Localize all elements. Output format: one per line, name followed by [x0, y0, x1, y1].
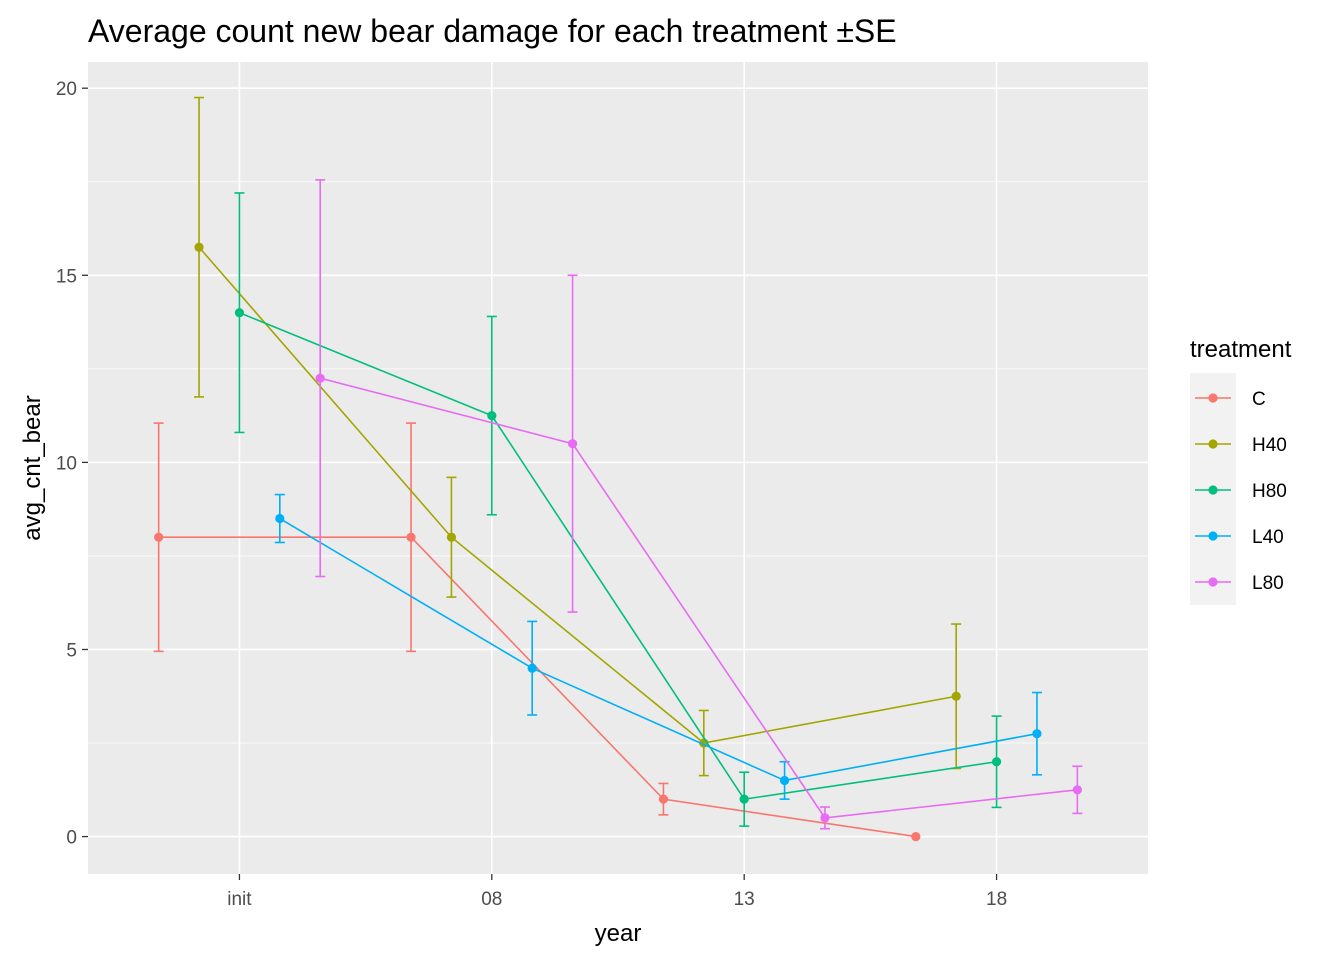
data-point-l40 — [779, 775, 790, 786]
legend-label: H80 — [1252, 481, 1287, 502]
y-axis-title: avg_cnt_bear — [19, 395, 46, 540]
data-point-c — [911, 831, 921, 842]
y-tick-label: 20 — [56, 79, 77, 100]
data-point-h40 — [951, 691, 961, 701]
series-line-l40 — [279, 517, 1038, 782]
legend-item-l80: L80 — [1195, 573, 1284, 594]
data-point-c — [658, 794, 669, 804]
x-tick-label: 13 — [734, 889, 755, 910]
legend-item-l40: L40 — [1195, 527, 1284, 548]
legend-key-point — [1208, 577, 1218, 587]
x-tick-label: 18 — [986, 889, 1007, 910]
x-tick-label: 08 — [481, 889, 502, 910]
legend-item-h80: H80 — [1195, 481, 1287, 502]
series-l80 — [315, 179, 1083, 830]
y-axis: 0 5 10 15 20 — [56, 79, 88, 849]
data-point-h80 — [487, 411, 497, 421]
data-point-c — [154, 532, 164, 542]
series-line-c — [158, 536, 916, 838]
data-point-l80 — [820, 813, 830, 823]
grid-minor — [88, 181, 1148, 744]
legend-title: treatment — [1190, 336, 1292, 363]
data-point-l40 — [527, 663, 537, 673]
data-point-h40 — [194, 242, 204, 252]
series-h80 — [234, 192, 1002, 827]
data-point-h80 — [739, 794, 749, 804]
legend-label: L40 — [1252, 527, 1284, 548]
legend-label: H40 — [1252, 435, 1287, 456]
data-point-l40 — [1032, 729, 1042, 739]
legend-key-point — [1208, 439, 1218, 449]
data-point-c — [406, 532, 416, 542]
series-line-l80 — [319, 377, 1078, 819]
legend-key-point — [1208, 485, 1218, 495]
legend: treatment C H40 H80 L40 L80 — [1190, 336, 1292, 605]
legend-key-point — [1208, 531, 1218, 541]
series-line-h80 — [239, 311, 997, 801]
y-tick-label: 10 — [56, 453, 77, 474]
legend-label: C — [1252, 389, 1266, 410]
data-point-l80 — [1072, 785, 1082, 795]
data-point-l40 — [275, 513, 285, 524]
data-point-h40 — [446, 532, 457, 542]
chart-title: Average count new bear damage for each t… — [88, 13, 897, 49]
legend-key-point — [1208, 393, 1218, 403]
y-tick-label: 0 — [66, 828, 77, 849]
series-c — [153, 422, 921, 842]
legend-label: L80 — [1252, 573, 1284, 594]
plot-panel — [88, 62, 1148, 874]
series-line-h40 — [198, 246, 957, 744]
data-point-h80 — [991, 757, 1002, 767]
x-tick-label: init — [227, 889, 252, 910]
y-tick-label: 15 — [56, 266, 77, 287]
data-point-l80 — [315, 373, 325, 383]
series-h40 — [194, 96, 962, 777]
y-tick-label: 5 — [66, 640, 77, 661]
data-point-h80 — [234, 308, 245, 318]
data-point-l80 — [567, 439, 578, 449]
legend-item-h40: H40 — [1195, 435, 1287, 456]
series-layer — [153, 96, 1083, 842]
legend-item-c: C — [1195, 389, 1266, 410]
x-axis: init 08 13 18 — [227, 874, 1007, 910]
series-l40 — [274, 493, 1042, 800]
x-axis-title: year — [595, 920, 642, 947]
